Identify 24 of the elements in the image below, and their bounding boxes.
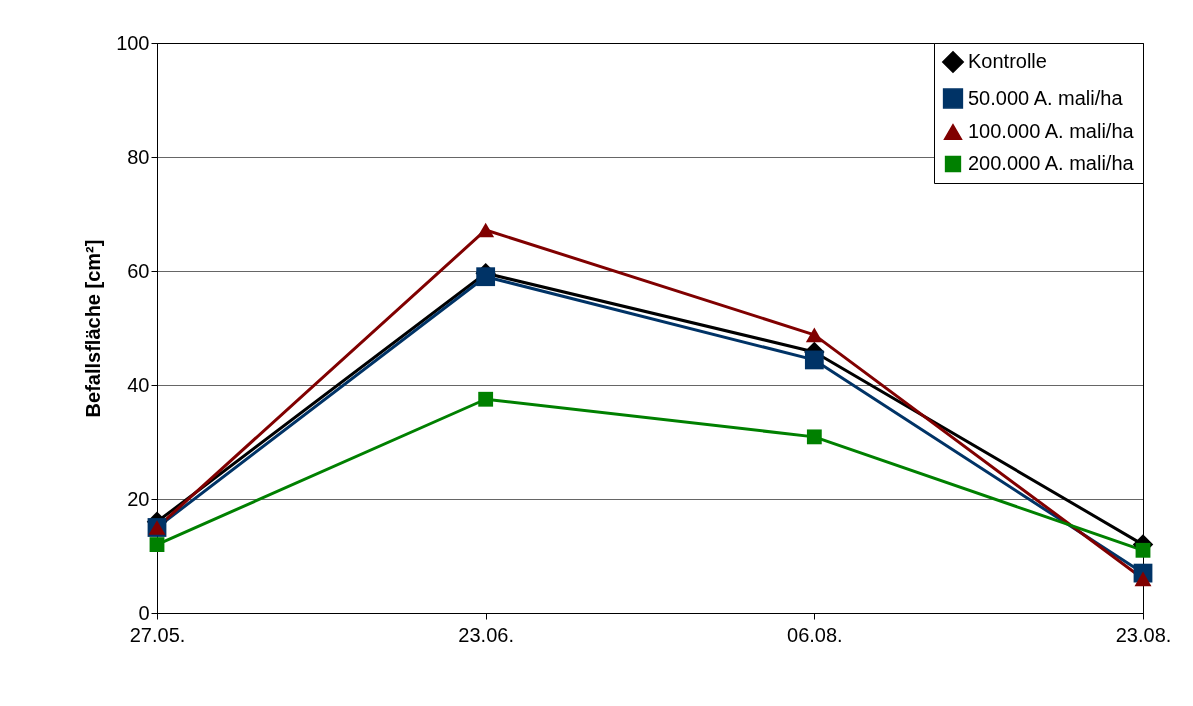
point xyxy=(1134,571,1152,587)
point xyxy=(1135,542,1151,558)
point xyxy=(806,429,822,445)
legend-label: 200.000 A. mali/ha xyxy=(968,152,1135,174)
legend-label: Kontrolle xyxy=(968,50,1047,72)
point xyxy=(478,391,494,407)
x-tick-label: 23.06. xyxy=(458,623,514,646)
point xyxy=(476,267,496,287)
legend-label: 50.000 A. mali/ha xyxy=(968,86,1124,109)
y-tick-label: 40 xyxy=(127,373,150,396)
y-axis-title: Befallsfläche [cm²] xyxy=(82,239,105,418)
y-tick-label: 20 xyxy=(127,487,150,510)
x-tick-label: 06.08. xyxy=(787,623,843,646)
y-tick-label: 100 xyxy=(116,31,150,54)
y-tick-label: 0 xyxy=(138,601,150,624)
x-tick-label: 27.05. xyxy=(129,623,186,646)
y-tick-label: 60 xyxy=(127,259,150,282)
point xyxy=(805,327,823,343)
legend-label: 100.000 A. mali/ha xyxy=(968,120,1135,142)
point xyxy=(149,537,165,553)
point xyxy=(804,350,824,370)
point xyxy=(477,222,495,238)
x-tick-label: 23.08. xyxy=(1115,623,1172,646)
y-tick-label: 80 xyxy=(127,145,150,168)
